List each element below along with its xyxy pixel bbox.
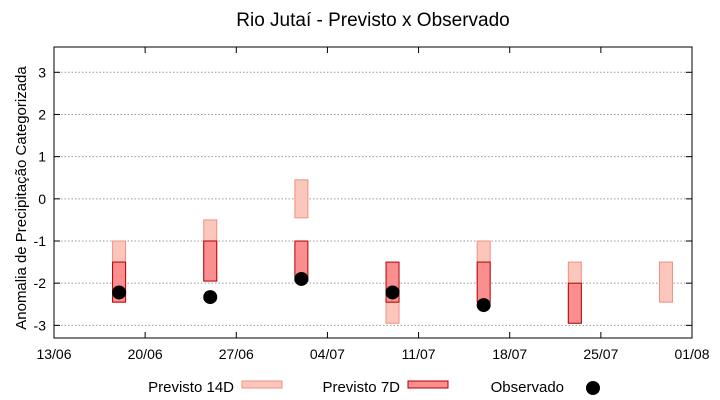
- previsto-7d-bars: [112, 240, 582, 324]
- grid-lines: [54, 71, 692, 326]
- y-axis-label: Anomalia de Precipitação Categorizada: [13, 66, 30, 330]
- chart-title: Rio Jutaí - Previsto x Observado: [236, 10, 510, 31]
- previsto-7d-bar: [567, 282, 582, 324]
- y-tick-label: 1: [38, 149, 46, 165]
- x-tick-labels: 13/06 20/06 27/06 04/07 11/07 18/07 25/07 01/08: [36, 346, 709, 362]
- legend-label-observado: Observado: [491, 379, 564, 396]
- previsto-7d-bar: [203, 240, 218, 282]
- x-tick-label: 04/07: [310, 346, 345, 362]
- y-tick-labels: 3 2 1 0 -1 -2 -3: [34, 64, 47, 333]
- legend-swatch-previsto-7d: [407, 380, 449, 389]
- previsto-14d-bar: [658, 261, 673, 303]
- observado-point: [294, 271, 309, 286]
- x-tick-label: 13/06: [36, 346, 71, 362]
- previsto-14d-bar: [385, 301, 400, 324]
- observado-point: [203, 290, 218, 305]
- x-tick-label: 18/07: [492, 346, 527, 362]
- y-tick-label: 0: [38, 191, 46, 207]
- observado-point: [385, 285, 400, 300]
- observado-points: [112, 271, 491, 313]
- observado-point: [112, 285, 127, 300]
- axis-ticks: [53, 47, 693, 338]
- y-tick-label: 2: [38, 106, 46, 122]
- y-tick-label: -2: [34, 275, 47, 291]
- x-tick-label: 20/06: [128, 346, 163, 362]
- legend-label-previsto-7d: Previsto 7D: [322, 379, 400, 396]
- x-tick-label: 27/06: [219, 346, 254, 362]
- x-tick-label: 11/07: [402, 346, 436, 362]
- previsto-7d-bar: [476, 261, 491, 303]
- y-tick-label: 3: [38, 64, 46, 80]
- legend: Previsto 14D Previsto 7D Observado: [148, 379, 600, 396]
- plot-frame: [53, 46, 693, 339]
- x-tick-label: 25/07: [583, 346, 618, 362]
- y-tick-label: -1: [34, 233, 47, 249]
- legend-marker-observado: [586, 381, 600, 395]
- observado-point: [476, 298, 491, 313]
- previsto-14d-bar: [294, 179, 309, 219]
- x-tick-label: 01/08: [674, 346, 709, 362]
- legend-swatch-previsto-14d: [241, 380, 283, 389]
- y-tick-label: -3: [34, 317, 47, 333]
- legend-label-previsto-14d: Previsto 14D: [148, 379, 234, 396]
